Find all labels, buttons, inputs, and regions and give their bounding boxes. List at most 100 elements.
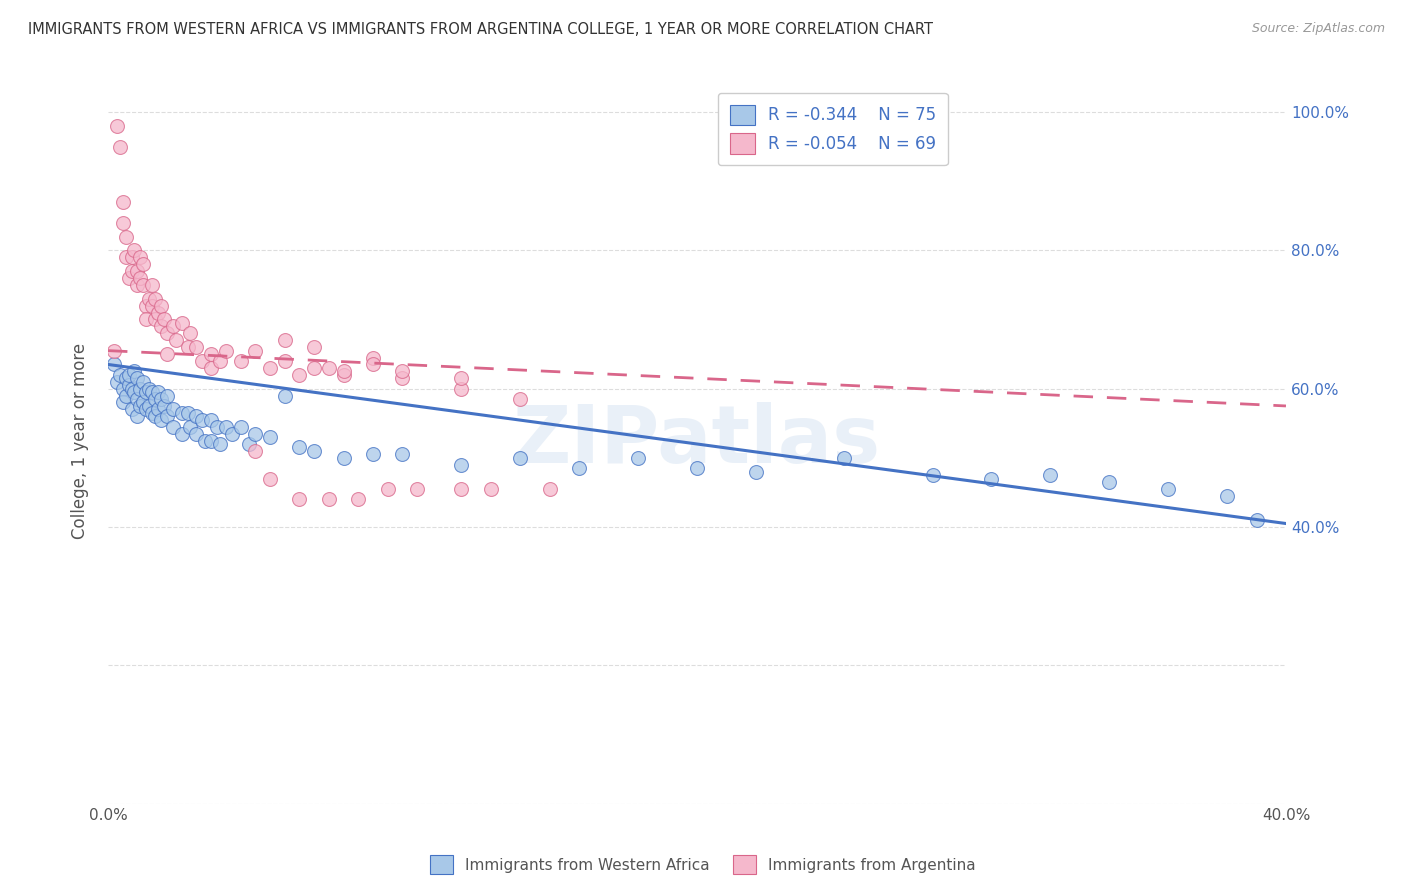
Point [127,371,149,385]
Point [146,402,169,417]
Point [391,364,413,378]
Point [117,378,139,392]
Point [141,277,163,292]
Point [191,354,214,368]
Point [245,443,267,458]
Point [124,385,146,400]
Point [479,482,502,496]
Text: Source: ZipAtlas.com: Source: ZipAtlas.com [1251,22,1385,36]
Point [127,277,149,292]
Point [108,139,131,153]
Point [347,492,370,507]
Point [273,333,295,347]
Point [179,419,201,434]
Point [153,312,176,326]
Point [127,392,149,406]
Point [568,461,591,475]
Text: ZIPatlas: ZIPatlas [513,401,882,480]
Point [114,388,136,402]
Point [111,216,134,230]
Point [200,434,222,448]
Point [170,406,193,420]
Point [259,430,281,444]
Point [509,450,531,465]
Point [141,299,163,313]
Point [124,244,146,258]
Point [302,360,325,375]
Point [135,299,157,313]
Point [273,388,295,402]
Point [450,371,472,385]
Text: IMMIGRANTS FROM WESTERN AFRICA VS IMMIGRANTS FROM ARGENTINA COLLEGE, 1 YEAR OR M: IMMIGRANTS FROM WESTERN AFRICA VS IMMIGR… [28,22,934,37]
Point [245,343,267,358]
Point [238,437,260,451]
Point [302,340,325,354]
Point [127,264,149,278]
Point [176,406,198,420]
Point [302,443,325,458]
Point [103,358,125,372]
Point [832,450,855,465]
Point [138,292,160,306]
Point [117,368,139,382]
Point [186,409,208,424]
Point [332,450,354,465]
Point [200,413,222,427]
Point [132,277,155,292]
Point [176,340,198,354]
Point [132,375,155,389]
Point [170,426,193,441]
Point [391,447,413,461]
Point [121,250,143,264]
Point [170,316,193,330]
Point [143,409,166,424]
Point [146,385,169,400]
Point [377,482,399,496]
Point [332,368,354,382]
Point [156,409,179,424]
Point [191,413,214,427]
Point [450,482,472,496]
Point [114,371,136,385]
Point [186,340,208,354]
Point [200,360,222,375]
Point [200,347,222,361]
Point [259,360,281,375]
Point [288,368,311,382]
Point [288,492,311,507]
Point [150,413,173,427]
Point [156,347,179,361]
Point [318,360,340,375]
Point [205,419,228,434]
Point [406,482,429,496]
Point [121,264,143,278]
Point [194,434,217,448]
Point [450,458,472,472]
Point [121,402,143,417]
Point [135,312,157,326]
Point [135,385,157,400]
Point [150,319,173,334]
Point [124,364,146,378]
Point [921,468,943,483]
Point [111,395,134,409]
Point [129,382,152,396]
Point [686,461,709,475]
Point [332,364,354,378]
Point [138,399,160,413]
Point [135,402,157,417]
Point [208,354,231,368]
Point [156,326,179,341]
Point [1098,475,1121,489]
Point [259,472,281,486]
Point [143,312,166,326]
Point [129,271,152,285]
Y-axis label: College, 1 year or more: College, 1 year or more [72,343,89,539]
Point [153,399,176,413]
Point [121,382,143,396]
Point [143,292,166,306]
Point [165,333,187,347]
Point [105,375,128,389]
Point [162,402,184,417]
Point [162,319,184,334]
